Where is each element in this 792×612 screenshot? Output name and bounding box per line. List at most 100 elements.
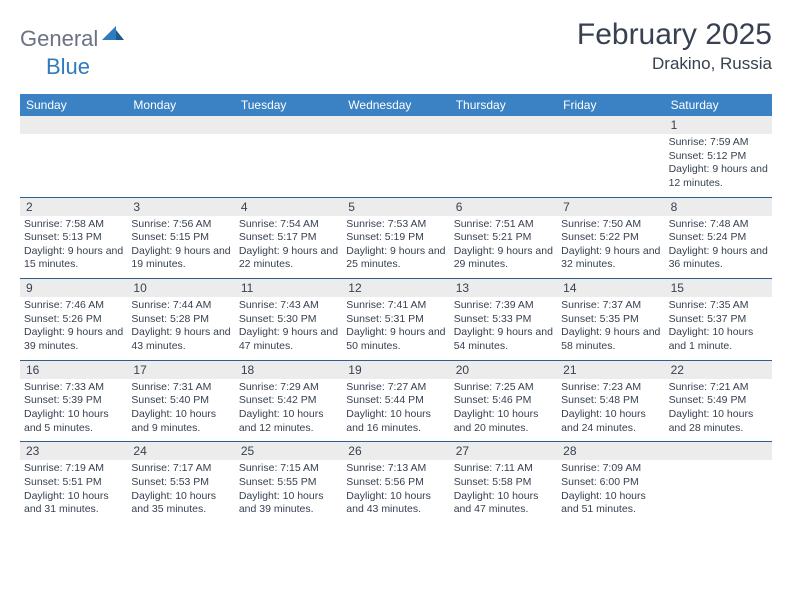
calendar-cell: 19 Sunrise: 7:27 AMSunset: 5:44 PMDayligh… <box>342 361 449 442</box>
title-block: February 2025 Drakino, Russia <box>577 18 772 74</box>
day-number: 7 <box>557 198 664 216</box>
calendar-cell: 8 Sunrise: 7:48 AMSunset: 5:24 PMDaylight… <box>665 198 772 279</box>
day-number: 8 <box>665 198 772 216</box>
calendar-cell: 5Sunrise: 7:53 AMSunset: 5:19 PMDaylight… <box>342 198 449 279</box>
day-details: Sunrise: 7:11 AMSunset: 5:58 PMDaylight:… <box>454 462 553 517</box>
calendar-cell: 7Sunrise: 7:50 AMSunset: 5:22 PMDaylight… <box>557 198 664 279</box>
calendar-cell: 12Sunrise: 7:41 AMSunset: 5:31 PMDayligh… <box>342 279 449 360</box>
calendar-week: 23Sunrise: 7:19 AMSunset: 5:51 PMDayligh… <box>20 441 772 523</box>
day-details: Sunrise: 7:23 AMSunset: 5:48 PMDaylight:… <box>561 381 660 436</box>
logo-triangle-icon <box>102 24 124 45</box>
day-number: 28 <box>557 442 664 460</box>
calendar-cell: 22Sunrise: 7:21 AMSunset: 5:49 PMDayligh… <box>665 361 772 442</box>
calendar-cell: 17Sunrise: 7:31 AMSunset: 5:40 PMDayligh… <box>127 361 234 442</box>
calendar-cell <box>127 116 234 197</box>
calendar-cell: 16Sunrise: 7:33 AMSunset: 5:39 PMDayligh… <box>20 361 127 442</box>
day-number: 10 <box>127 279 234 297</box>
calendar-cell: 25 Sunrise: 7:15 AMSunset: 5:55 PMDayligh… <box>235 442 342 523</box>
day-number: 12 <box>342 279 449 297</box>
day-number <box>450 116 557 134</box>
day-details: Sunrise: 7:43 AMSunset: 5:30 PMDaylight:… <box>239 299 338 354</box>
calendar-cell: 14Sunrise: 7:37 AMSunset: 5:35 PMDayligh… <box>557 279 664 360</box>
day-number: 2 <box>20 198 127 216</box>
logo-text-general: General <box>20 26 98 52</box>
day-number <box>20 116 127 134</box>
calendar-grid: Sunday Monday Tuesday Wednesday Thursday… <box>20 94 772 523</box>
calendar-cell: 21 Sunrise: 7:23 AMSunset: 5:48 PMDayligh… <box>557 361 664 442</box>
day-number <box>557 116 664 134</box>
calendar-cell: 28 Sunrise: 7:09 AMSunset: 6:00 PMDayligh… <box>557 442 664 523</box>
day-number <box>127 116 234 134</box>
calendar-cell: 18Sunrise: 7:29 AMSunset: 5:42 PMDayligh… <box>235 361 342 442</box>
calendar-week: 2 Sunrise: 7:58 AMSunset: 5:13 PMDaylight… <box>20 197 772 279</box>
calendar-cell: 9 Sunrise: 7:46 AMSunset: 5:26 PMDaylight… <box>20 279 127 360</box>
day-number: 24 <box>127 442 234 460</box>
weekday-header: Friday <box>557 94 664 116</box>
calendar-cell: 26Sunrise: 7:13 AMSunset: 5:56 PMDayligh… <box>342 442 449 523</box>
calendar-cell: 20Sunrise: 7:25 AMSunset: 5:46 PMDayligh… <box>450 361 557 442</box>
day-number <box>235 116 342 134</box>
calendar-cell: 6 Sunrise: 7:51 AMSunset: 5:21 PMDaylight… <box>450 198 557 279</box>
day-number: 22 <box>665 361 772 379</box>
day-number: 13 <box>450 279 557 297</box>
calendar-cell: 2 Sunrise: 7:58 AMSunset: 5:13 PMDaylight… <box>20 198 127 279</box>
day-details: Sunrise: 7:56 AMSunset: 5:15 PMDaylight:… <box>131 218 230 273</box>
calendar-week: 1 Sunrise: 7:59 AMSunset: 5:12 PMDaylight… <box>20 116 772 197</box>
day-number: 19 <box>342 361 449 379</box>
calendar-cell: 13Sunrise: 7:39 AMSunset: 5:33 PMDayligh… <box>450 279 557 360</box>
day-number: 9 <box>20 279 127 297</box>
month-title: February 2025 <box>577 18 772 52</box>
weekday-header: Thursday <box>450 94 557 116</box>
day-details: Sunrise: 7:17 AMSunset: 5:53 PMDaylight:… <box>131 462 230 517</box>
day-number: 11 <box>235 279 342 297</box>
calendar-cell: 4Sunrise: 7:54 AMSunset: 5:17 PMDaylight… <box>235 198 342 279</box>
day-details: Sunrise: 7:44 AMSunset: 5:28 PMDaylight:… <box>131 299 230 354</box>
day-number <box>342 116 449 134</box>
day-details: Sunrise: 7:58 AMSunset: 5:13 PMDaylight:… <box>24 218 123 273</box>
day-number: 6 <box>450 198 557 216</box>
day-number: 25 <box>235 442 342 460</box>
day-details: Sunrise: 7:51 AMSunset: 5:21 PMDaylight:… <box>454 218 553 273</box>
day-number: 23 <box>20 442 127 460</box>
day-details: Sunrise: 7:13 AMSunset: 5:56 PMDaylight:… <box>346 462 445 517</box>
calendar-cell <box>235 116 342 197</box>
calendar-cell: 3 Sunrise: 7:56 AMSunset: 5:15 PMDaylight… <box>127 198 234 279</box>
calendar-cell <box>342 116 449 197</box>
weekday-header: Tuesday <box>235 94 342 116</box>
calendar-cell <box>450 116 557 197</box>
day-details: Sunrise: 7:09 AMSunset: 6:00 PMDaylight:… <box>561 462 660 517</box>
day-details: Sunrise: 7:27 AMSunset: 5:44 PMDaylight:… <box>346 381 445 436</box>
day-number: 16 <box>20 361 127 379</box>
day-number: 27 <box>450 442 557 460</box>
calendar-cell: 15Sunrise: 7:35 AMSunset: 5:37 PMDayligh… <box>665 279 772 360</box>
weekday-header-row: Sunday Monday Tuesday Wednesday Thursday… <box>20 94 772 116</box>
calendar-page: General February 2025 Drakino, Russia Bl… <box>0 0 792 533</box>
calendar-cell <box>557 116 664 197</box>
calendar-cell <box>20 116 127 197</box>
day-number: 21 <box>557 361 664 379</box>
day-number <box>665 442 772 460</box>
day-number: 1 <box>665 116 772 134</box>
calendar-cell: 10 Sunrise: 7:44 AMSunset: 5:28 PMDayligh… <box>127 279 234 360</box>
calendar-cell: 1 Sunrise: 7:59 AMSunset: 5:12 PMDaylight… <box>665 116 772 197</box>
day-details: Sunrise: 7:59 AMSunset: 5:12 PMDaylight:… <box>669 136 768 191</box>
day-details: Sunrise: 7:53 AMSunset: 5:19 PMDaylight:… <box>346 218 445 273</box>
calendar-cell <box>665 442 772 523</box>
calendar-week: 16Sunrise: 7:33 AMSunset: 5:39 PMDayligh… <box>20 360 772 442</box>
calendar-week: 9 Sunrise: 7:46 AMSunset: 5:26 PMDaylight… <box>20 278 772 360</box>
weekday-header: Saturday <box>665 94 772 116</box>
location-label: Drakino, Russia <box>577 54 772 74</box>
logo-text-blue: Blue <box>46 54 90 80</box>
day-details: Sunrise: 7:29 AMSunset: 5:42 PMDaylight:… <box>239 381 338 436</box>
day-details: Sunrise: 7:48 AMSunset: 5:24 PMDaylight:… <box>669 218 768 273</box>
day-details: Sunrise: 7:46 AMSunset: 5:26 PMDaylight:… <box>24 299 123 354</box>
day-details: Sunrise: 7:15 AMSunset: 5:55 PMDaylight:… <box>239 462 338 517</box>
day-number: 3 <box>127 198 234 216</box>
weekday-header: Monday <box>127 94 234 116</box>
calendar-cell: 27 Sunrise: 7:11 AMSunset: 5:58 PMDayligh… <box>450 442 557 523</box>
day-details: Sunrise: 7:31 AMSunset: 5:40 PMDaylight:… <box>131 381 230 436</box>
calendar-cell: 24 Sunrise: 7:17 AMSunset: 5:53 PMDayligh… <box>127 442 234 523</box>
day-details: Sunrise: 7:35 AMSunset: 5:37 PMDaylight:… <box>669 299 768 354</box>
weekday-header: Wednesday <box>342 94 449 116</box>
day-details: Sunrise: 7:25 AMSunset: 5:46 PMDaylight:… <box>454 381 553 436</box>
